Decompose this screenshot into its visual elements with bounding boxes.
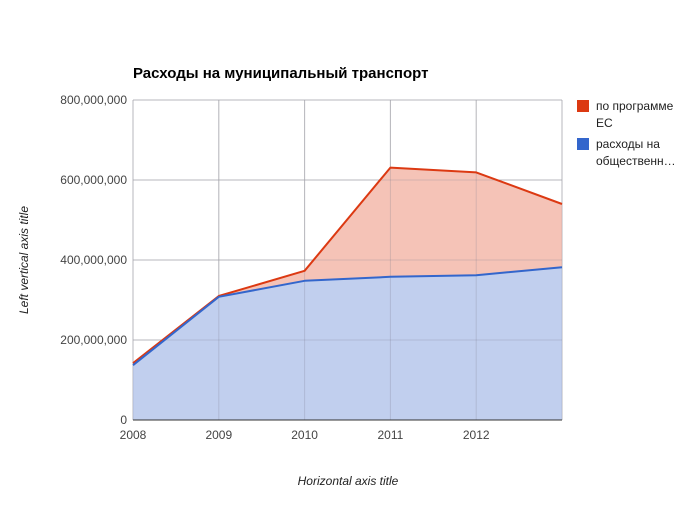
legend-label: общественн… — [596, 154, 676, 168]
y-axis: 0 200,000,000 400,000,000 600,000,000 800,00… — [60, 93, 127, 427]
area-public-transport — [133, 267, 562, 420]
legend-swatch — [577, 100, 589, 112]
x-tick-label: 2012 — [463, 428, 490, 442]
area-eu-program — [133, 167, 562, 366]
y-tick-label: 800,000,000 — [60, 93, 127, 107]
x-tick-label: 2011 — [377, 428, 403, 442]
x-axis-title: Horizontal axis title — [298, 474, 399, 488]
y-tick-label: 400,000,000 — [60, 253, 127, 267]
legend-label: ЕС — [596, 116, 613, 130]
x-axis: 2008 2009 2010 2011 2012 — [120, 428, 490, 442]
y-tick-label: 200,000,000 — [60, 333, 127, 347]
x-tick-label: 2009 — [205, 428, 232, 442]
legend-swatch — [577, 138, 589, 150]
legend-label: расходы на — [596, 137, 660, 151]
legend: по программе ЕС расходы на общественн… — [577, 99, 676, 168]
plot-area — [132, 99, 563, 420]
x-tick-label: 2010 — [291, 428, 318, 442]
chart-title: Расходы на муниципальный транспорт — [133, 65, 428, 82]
y-tick-label: 600,000,000 — [60, 173, 127, 187]
legend-label: по программе — [596, 99, 674, 113]
y-tick-label: 0 — [120, 413, 127, 427]
series-lines — [132, 166, 563, 421]
series-line-public-transport — [132, 266, 563, 366]
y-axis-title: Left vertical axis title — [17, 206, 31, 314]
x-tick-label: 2008 — [120, 428, 147, 442]
